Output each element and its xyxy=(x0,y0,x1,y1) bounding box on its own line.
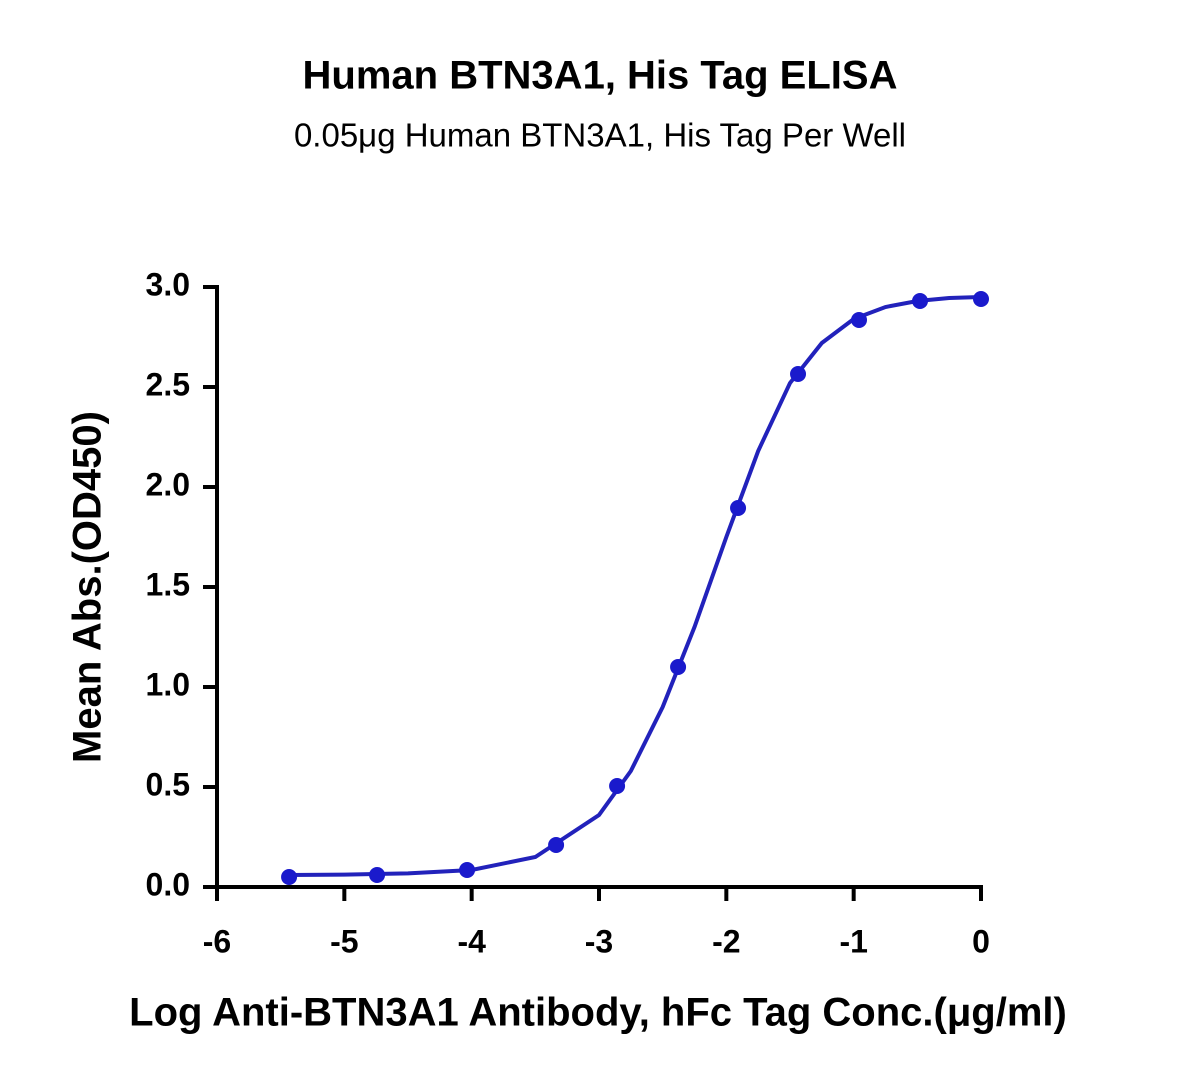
data-point xyxy=(609,778,626,794)
chart-subtitle: 0.05μg Human BTN3A1, His Tag Per Well xyxy=(294,117,906,154)
data-point xyxy=(670,659,687,675)
y-axis-label: Mean Abs.(OD450) xyxy=(66,411,110,763)
data-point xyxy=(281,869,298,885)
data-point xyxy=(851,312,868,328)
x-tick-label: -1 xyxy=(839,923,867,959)
x-tick-label: -5 xyxy=(330,923,358,959)
x-tick-label: -4 xyxy=(457,923,486,959)
data-point xyxy=(548,837,565,853)
y-tick-label: 2.5 xyxy=(146,366,190,402)
y-tick-label: 3.0 xyxy=(146,266,190,302)
chart-title: Human BTN3A1, His Tag ELISA xyxy=(303,54,898,98)
data-point xyxy=(369,867,386,883)
x-tick-label: 0 xyxy=(972,923,990,959)
data-point xyxy=(973,291,989,307)
data-point xyxy=(912,293,929,309)
y-tick-label: 0.5 xyxy=(146,766,190,802)
x-tick-label: -3 xyxy=(585,923,613,959)
x-tick-label: -6 xyxy=(203,923,231,959)
data-point xyxy=(730,500,747,516)
x-axis-label: Log Anti-BTN3A1 Antibody, hFc Tag Conc.(… xyxy=(129,991,1067,1035)
data-point xyxy=(459,862,476,878)
fit-curve xyxy=(289,295,982,877)
y-tick-label: 1.0 xyxy=(146,666,190,702)
data-point xyxy=(790,366,807,382)
x-tick-label: -2 xyxy=(712,923,740,959)
y-tick-label: 2.0 xyxy=(146,466,190,502)
y-tick-label: 1.5 xyxy=(146,566,190,602)
y-tick-label: 0.0 xyxy=(146,866,190,902)
